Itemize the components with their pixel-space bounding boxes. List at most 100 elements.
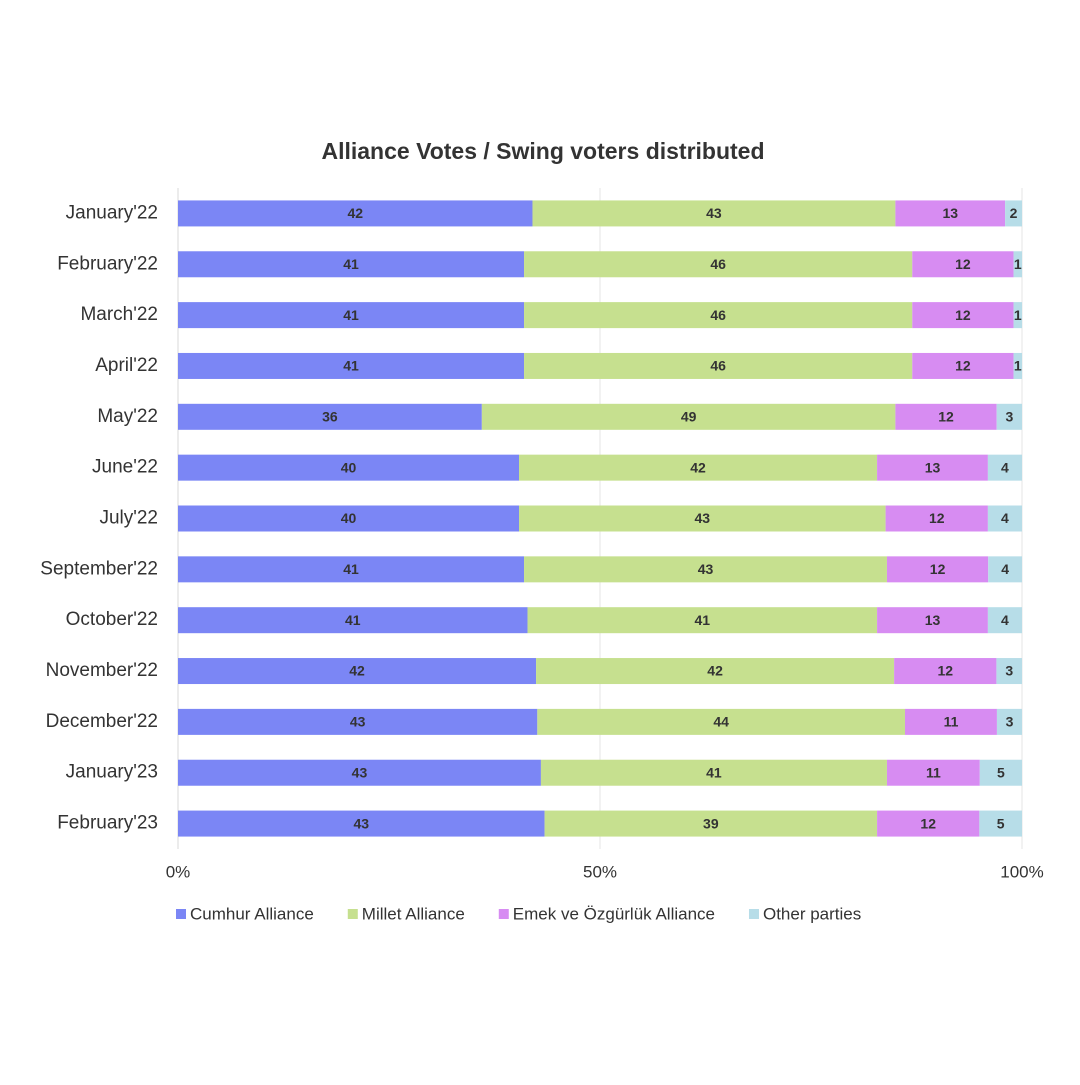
y-tick-label: May'22: [97, 406, 158, 427]
bar-segment: [1013, 352, 1022, 379]
legend-swatch: [347, 909, 358, 919]
y-tick-label: January'22: [66, 202, 158, 223]
data-label: 1: [1014, 256, 1022, 272]
legend-label: Emek ve Özgürlük Alliance: [513, 904, 715, 923]
bar-segment: [1013, 302, 1022, 329]
bar-segment: [178, 403, 482, 430]
legend-swatch: [498, 909, 509, 919]
data-label: 12: [955, 307, 971, 323]
data-label: 11: [926, 764, 941, 780]
bar-segment: [894, 658, 997, 685]
bar-segment: [178, 556, 525, 583]
data-label: 49: [681, 409, 697, 425]
bar-segment: [178, 708, 538, 735]
data-label: 41: [343, 256, 359, 272]
bar-segment: [988, 556, 1022, 583]
data-label: 13: [925, 459, 941, 475]
bar-segment: [544, 810, 878, 837]
data-label: 42: [690, 459, 706, 475]
y-tick-label: March'22: [80, 304, 158, 325]
bar-segment: [1005, 200, 1022, 227]
y-tick-label: June'22: [92, 457, 158, 478]
data-label: 1: [1014, 307, 1022, 323]
bar-segment: [178, 352, 525, 379]
bar-segment: [979, 759, 1022, 786]
bar-segment: [524, 251, 913, 278]
data-label: 3: [1006, 714, 1014, 730]
bar-segment: [524, 556, 887, 583]
x-tick-label: 0%: [166, 862, 191, 881]
bar-segment: [540, 759, 887, 786]
data-label: 41: [345, 612, 361, 628]
bar-segment: [912, 302, 1014, 329]
data-label: 39: [703, 815, 719, 831]
data-label: 41: [695, 612, 711, 628]
x-tick-label: 50%: [583, 862, 617, 881]
bar-segment: [178, 302, 525, 329]
bar-segment: [996, 403, 1022, 430]
legend-swatch: [748, 909, 759, 919]
bar-segment: [912, 251, 1014, 278]
y-tick-label: December'22: [46, 711, 158, 732]
data-label: 12: [955, 256, 971, 272]
bar-segment: [996, 708, 1022, 735]
bar-segment: [895, 403, 997, 430]
bar-segment: [912, 352, 1014, 379]
bar-segment: [519, 454, 878, 481]
bar-segment: [885, 505, 988, 532]
bar-segment: [178, 200, 533, 227]
data-label: 43: [352, 764, 368, 780]
bar-segment: [532, 200, 896, 227]
data-label: 41: [343, 358, 359, 374]
data-label: 13: [925, 612, 941, 628]
data-label: 12: [929, 510, 945, 526]
data-label: 40: [341, 510, 357, 526]
data-label: 4: [1001, 459, 1009, 475]
data-label: 42: [347, 205, 363, 221]
bar-segment: [987, 454, 1022, 481]
bar-segment: [886, 556, 989, 583]
bar-segment: [178, 251, 525, 278]
data-label: 36: [322, 409, 338, 425]
data-label: 43: [698, 561, 714, 577]
bar-segment: [537, 708, 906, 735]
bar-segment: [895, 200, 1006, 227]
bar-segment: [527, 607, 878, 634]
data-label: 41: [343, 307, 359, 323]
data-label: 2: [1010, 205, 1018, 221]
legend-label: Other parties: [763, 904, 861, 923]
data-label: 43: [350, 714, 366, 730]
bar-segment: [178, 759, 541, 786]
data-label: 12: [955, 358, 971, 374]
data-label: 44: [713, 714, 729, 730]
bar-segment: [886, 759, 980, 786]
data-label: 4: [1001, 510, 1009, 526]
data-label: 12: [938, 409, 954, 425]
data-label: 12: [937, 663, 953, 679]
bar-segment: [996, 658, 1022, 685]
bar-segment: [877, 607, 988, 634]
legend-label: Millet Alliance: [362, 904, 465, 923]
data-label: 11: [944, 714, 959, 730]
data-label: 12: [930, 561, 946, 577]
bar-segment: [905, 708, 997, 735]
y-tick-label: April'22: [95, 355, 158, 376]
y-tick-label: February'23: [57, 813, 158, 834]
data-label: 41: [706, 764, 722, 780]
data-label: 3: [1005, 409, 1013, 425]
data-label: 46: [710, 358, 726, 374]
data-label: 13: [942, 205, 958, 221]
y-tick-label: July'22: [99, 508, 158, 529]
y-tick-label: October'22: [66, 609, 158, 630]
data-label: 40: [341, 459, 357, 475]
data-label: 5: [997, 815, 1005, 831]
y-tick-label: February'22: [57, 253, 158, 274]
data-label: 4: [1001, 561, 1009, 577]
bar-segment: [524, 302, 913, 329]
bar-segment: [178, 454, 520, 481]
bar-segment: [178, 607, 528, 634]
data-label: 43: [706, 205, 722, 221]
y-tick-label: November'22: [46, 660, 158, 681]
bar-segment: [178, 658, 537, 685]
